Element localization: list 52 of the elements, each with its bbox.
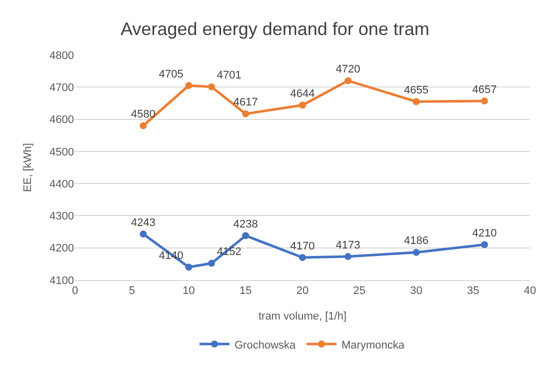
data-label: 4701 [216,70,242,82]
data-label: 4210 [472,228,497,240]
chart-title: Averaged energy demand for one tram [120,18,430,39]
point [242,232,250,240]
y-axis-title: EE, [kWh] [22,143,34,192]
x-tick-label: 5 [128,285,135,298]
point [242,110,250,118]
data-label: 4705 [158,68,184,80]
x-tick-label: 15 [240,285,252,298]
point [299,102,306,109]
data-label: 4173 [336,239,360,252]
y-tick-label: 4200 [50,242,74,255]
point [412,98,420,106]
y-tick-label: 4400 [50,178,74,190]
x-tick-label: 30 [410,285,422,298]
data-label: 4657 [472,84,497,96]
data-label: 4243 [131,216,156,229]
y-tick-label: 4700 [50,82,74,94]
x-tick-label: 0 [72,285,78,298]
data-label: 4170 [290,240,315,252]
point [185,82,192,90]
x-tick-label: 35 [467,285,480,298]
point [299,254,306,261]
point [412,248,420,256]
point [140,230,147,238]
point [481,97,488,104]
point [344,253,352,260]
data-label: 4186 [404,235,428,248]
y-tick-label: 4600 [50,114,74,126]
data-label: 4655 [404,84,428,96]
data-label: 4617 [233,96,258,109]
point [208,260,215,267]
legend-label: Marymoncka [342,339,406,352]
y-tick-label: 4100 [50,274,74,287]
data-label: 4720 [336,64,360,76]
point [185,264,192,271]
data-label: 4644 [290,88,315,100]
point [481,241,488,248]
point [344,77,352,84]
x-tick-label: 10 [182,285,195,298]
data-label: 4238 [233,218,258,231]
y-tick-label: 4800 [50,50,74,62]
x-tick-label: 25 [353,285,366,298]
x-axis-title: tram volume, [1/h] [258,310,347,322]
point [140,122,147,130]
y-tick-label: 4300 [50,210,74,223]
point [208,83,215,90]
legend-label: Grochowska [234,339,297,352]
y-tick-label: 4500 [50,146,74,158]
x-tick-label: 20 [296,285,309,298]
x-tick-label: 40 [524,285,536,298]
data-label: 4580 [131,108,156,121]
